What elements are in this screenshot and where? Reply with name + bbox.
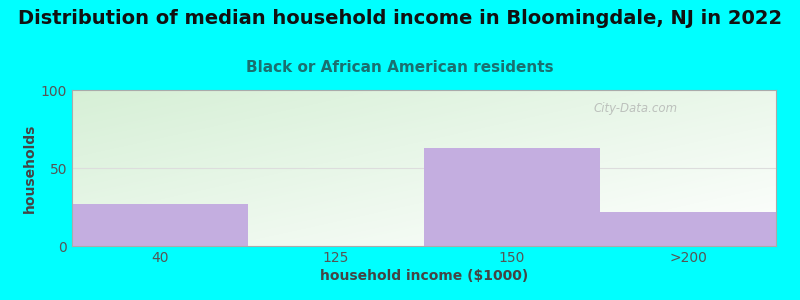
- Text: Distribution of median household income in Bloomingdale, NJ in 2022: Distribution of median household income …: [18, 9, 782, 28]
- Bar: [72, 204, 248, 246]
- Text: City-Data.com: City-Data.com: [593, 102, 678, 115]
- Bar: [424, 148, 600, 246]
- Text: Black or African American residents: Black or African American residents: [246, 60, 554, 75]
- X-axis label: household income ($1000): household income ($1000): [320, 269, 528, 283]
- Bar: [600, 212, 776, 246]
- Y-axis label: households: households: [22, 123, 37, 213]
